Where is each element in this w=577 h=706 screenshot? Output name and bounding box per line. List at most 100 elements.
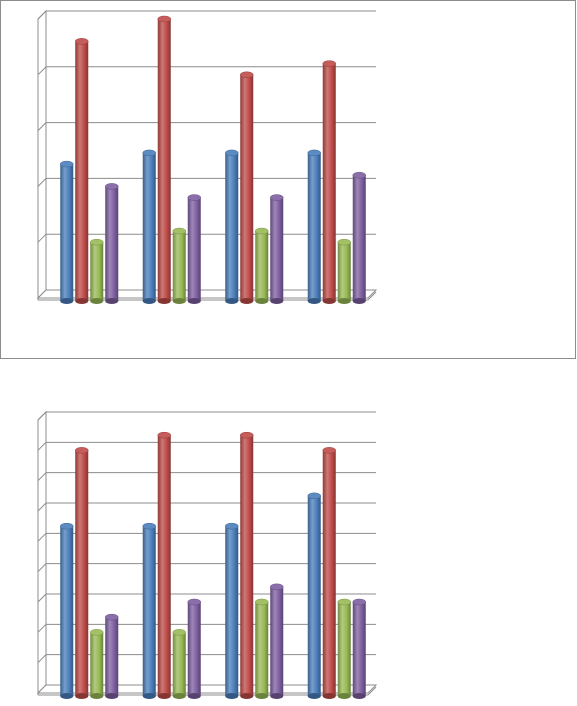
bar-base [352,693,366,699]
bar-base [337,693,351,699]
bar-base [142,298,156,304]
bar-top [105,183,119,190]
side-wall [37,410,47,695]
gridline [37,66,376,76]
bar-top [187,598,201,606]
bar-body [322,450,336,696]
gridline [37,472,376,482]
bar [90,629,104,699]
bar-body [157,435,171,696]
bar [255,227,269,304]
bar-top [157,431,171,439]
bar [187,598,201,699]
chart-2 [36,410,378,699]
bar [322,60,336,304]
floor-edge-side [367,291,377,301]
bar-body [60,526,74,696]
bar-base [270,298,284,304]
bar-body [240,74,254,301]
bar-top [172,629,186,636]
bar-body [90,242,104,301]
bar-top [90,238,104,246]
bar [142,149,156,304]
gridline [37,411,376,421]
bar-top [337,238,351,246]
bar [337,238,351,304]
bar-base [90,298,104,304]
bar-top [172,227,186,235]
bar-top [75,447,89,454]
bar [322,447,336,699]
bar-base [225,298,239,304]
bar-body [270,586,284,696]
bar [270,194,284,304]
gridline [37,502,376,512]
bar-top [322,447,336,454]
bar-body [352,175,366,301]
bar-base [172,693,186,699]
bar-base [60,693,74,699]
gridline [37,563,376,573]
bar-base [337,298,351,304]
bar-body [337,242,351,301]
bar [352,598,366,699]
bar-top [307,492,321,500]
bar-top [352,171,366,179]
bar-top [90,629,104,636]
bar [337,598,351,699]
bar-top [187,194,201,201]
bar-base [307,298,321,304]
bar-body [240,435,254,696]
bar [60,522,74,699]
bar-body [322,63,336,301]
bar-base [270,693,284,699]
bar-body [352,602,366,696]
bar-body [105,186,119,301]
bar-base [60,298,74,304]
bar-base [157,693,171,699]
bar-top [270,194,284,201]
bar-base [187,298,201,304]
bar [172,629,186,699]
bar-base [187,693,201,699]
bar-base [352,298,366,304]
bar-body [105,617,119,696]
bar [75,38,89,304]
bar-base [172,298,186,304]
bar [255,598,269,699]
bar [157,431,171,699]
bar [187,194,201,304]
bar-base [255,693,269,699]
bar [105,613,119,699]
bar-base [255,298,269,304]
bar-body [307,495,321,696]
bar-top [142,149,156,157]
bar-base [322,298,336,304]
bar-body [187,602,201,696]
bar-base [240,298,254,304]
bar-body [172,632,186,696]
bar-body [60,164,74,301]
chart-1 [36,9,378,304]
bar-body [307,152,321,301]
bar-body [270,197,284,301]
bar [75,447,89,699]
bar [307,149,321,304]
bar [172,227,186,304]
bar-body [157,19,171,301]
bar-base [157,298,171,304]
bar-base [322,693,336,699]
bar-body [142,152,156,301]
bar-top [255,598,269,606]
bar-body [255,602,269,696]
gridline [37,122,376,131]
bar-top [352,598,366,606]
bar-top [240,71,254,79]
gridline [37,177,376,187]
gridline [37,532,376,542]
bar [240,71,254,304]
side-wall [37,9,47,300]
bar-base [225,693,239,699]
bar [240,431,254,699]
bar-base [307,693,321,699]
